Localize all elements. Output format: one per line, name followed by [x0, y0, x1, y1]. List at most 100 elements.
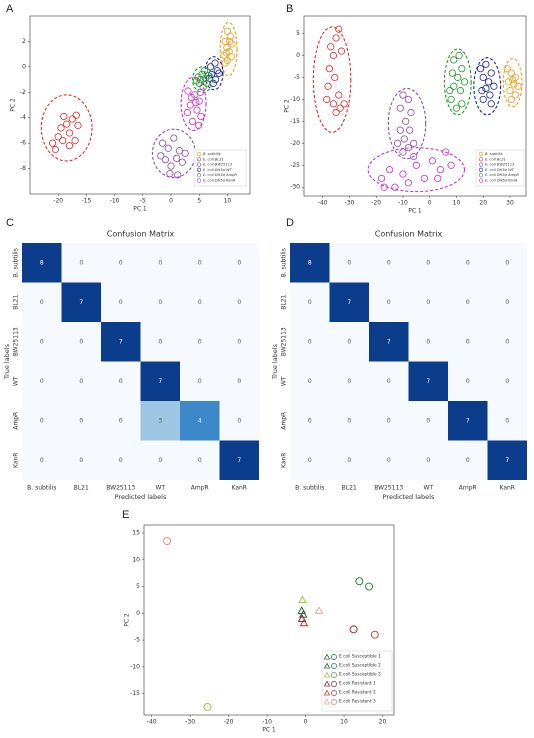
predicted-tick-label: KanR [500, 485, 515, 492]
matrix-cell [329, 361, 369, 401]
matrix-cell [329, 401, 369, 441]
legend-box [193, 149, 247, 187]
data-point [74, 121, 82, 129]
matrix-value: 0 [158, 338, 162, 345]
data-point [396, 104, 404, 112]
matrix-cell [408, 440, 448, 480]
legend-label: E. coli DH5α KanR [203, 179, 236, 183]
matrix-cell [290, 322, 330, 362]
data-point [173, 154, 181, 162]
matrix-cell [101, 401, 141, 441]
matrix-cell [61, 401, 101, 441]
matrix-cell [140, 243, 180, 283]
matrix-cell [140, 440, 180, 480]
matrix-title: Confusion Matrix [375, 230, 443, 239]
matrix-cell [61, 322, 101, 362]
matrix-value: 0 [505, 417, 509, 424]
data-point [54, 133, 62, 141]
data-point [59, 137, 67, 145]
series-wt [473, 57, 502, 116]
true-tick-label: AmpR [13, 412, 20, 430]
matrix-value: 0 [347, 259, 351, 266]
matrix-cell [61, 282, 101, 322]
matrix-cell [290, 282, 330, 322]
data-point [200, 67, 208, 75]
x-tick-label: 20 [479, 200, 487, 207]
data-point [196, 75, 204, 84]
matrix-cell [369, 361, 409, 401]
matrix-value: 0 [158, 457, 162, 464]
matrix-value: 0 [347, 457, 351, 464]
matrix-cell [448, 243, 488, 283]
predicted-tick-label: KanR [232, 485, 247, 492]
matrix-value: 0 [119, 259, 123, 266]
matrix-cell [448, 322, 488, 362]
y-tick-label: 5 [296, 30, 300, 37]
matrix-value: 0 [387, 417, 391, 424]
series-kan [180, 76, 207, 131]
y-axis-label: PC 2 [124, 613, 131, 627]
data-point [514, 82, 522, 90]
matrix-cell [487, 322, 527, 362]
matrix-cell [290, 440, 330, 480]
matrix-cell [101, 322, 141, 362]
legend-triangle [323, 680, 331, 687]
series-kan [367, 147, 466, 193]
predicted-tick-label: AmpR [459, 485, 477, 492]
matrix-value: 0 [387, 299, 391, 306]
matrix-value: 0 [466, 259, 470, 266]
data-point [447, 161, 455, 169]
matrix-cell [487, 361, 527, 401]
matrix-cell [448, 361, 488, 401]
data-point [450, 56, 458, 64]
circle-point [355, 577, 364, 586]
data-point [399, 91, 407, 99]
data-point [404, 179, 412, 187]
matrix-value: 0 [158, 259, 162, 266]
y-tick-label: -8 [20, 165, 26, 172]
matrix-cell [219, 440, 259, 480]
x-axis-label: PC 1 [133, 206, 147, 213]
matrix-cell [329, 322, 369, 362]
matrix-cell [219, 243, 259, 283]
pca-scatter-chart-b: -40 -30 -20 -10 0 10 20 30 5 0 -5 -10 -15 -20 -25 -30 PC… [284, 15, 527, 215]
matrix-value: 0 [79, 338, 83, 345]
y-axis-label: True labels [3, 343, 11, 380]
cluster-ellipse [312, 26, 352, 133]
predicted-tick-label: BW25113 [106, 485, 135, 492]
legend-triangle [323, 662, 331, 669]
matrix-value: 0 [466, 378, 470, 385]
legend-marker [478, 173, 484, 178]
matrix-value: 0 [79, 259, 83, 266]
y-tick-label: -5 [134, 637, 140, 644]
y-tick-label: -10 [130, 663, 140, 670]
data-point [450, 82, 458, 90]
legend-label: E. coli DH5α AmpR [203, 173, 237, 177]
data-point [456, 87, 465, 95]
matrix-title: Confusion Matrix [107, 230, 175, 239]
data-point [223, 44, 231, 52]
matrix-value: 0 [237, 378, 241, 385]
matrix-value: 0 [237, 338, 241, 345]
true-tick-label: BW25113 [13, 327, 20, 356]
legend-label: E.coli Resistant 2 [339, 690, 376, 696]
data-point [196, 88, 204, 96]
data-point [220, 51, 228, 60]
x-tick-label: 0 [304, 719, 308, 726]
matrix-value: 7 [158, 378, 162, 385]
legend-label: E. coli BL21 [485, 157, 506, 161]
series-bsubtilis [219, 21, 238, 77]
matrix-value: 0 [387, 378, 391, 385]
data-point [71, 137, 79, 145]
matrix-value: 0 [466, 338, 470, 345]
data-point [507, 69, 515, 77]
matrix-cell [369, 440, 409, 480]
matrix-value: 7 [347, 299, 351, 306]
matrix-cell [219, 322, 259, 362]
data-point [336, 104, 344, 112]
cluster-ellipse [219, 21, 238, 77]
data-point [380, 183, 388, 191]
legend-label: E. coli DH5α KanR [485, 179, 518, 183]
